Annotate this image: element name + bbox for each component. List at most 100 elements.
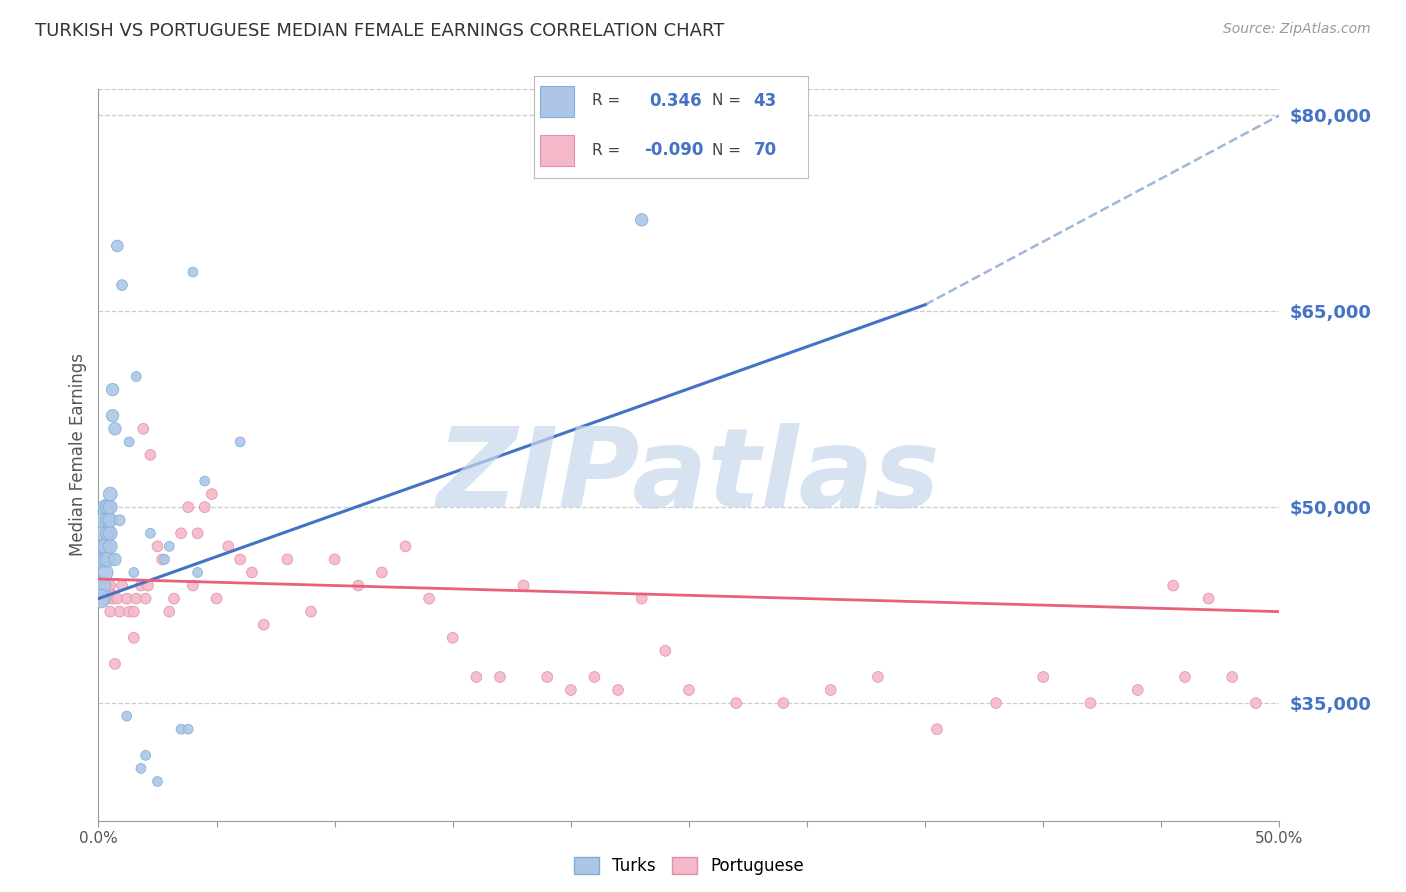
Point (925, 723, 948, 737)
Point (90, 585, 112, 599)
Point (98, 487, 121, 501)
Point (1198, 591, 1220, 606)
Point (489, 670, 512, 684)
Bar (540, 87, 574, 117)
Point (630, 591, 652, 606)
Point (94, 500, 117, 515)
Point (125, 369, 148, 384)
Point (560, 683, 582, 698)
Point (122, 605, 145, 619)
Point (98, 500, 121, 515)
Point (441, 631, 464, 645)
Point (94, 566, 117, 580)
Point (323, 552, 346, 566)
Bar (540, 136, 574, 166)
Point (122, 566, 145, 580)
Point (104, 422, 127, 436)
Point (866, 670, 889, 684)
Point (217, 539, 239, 553)
Point (347, 578, 370, 592)
Point (94, 578, 117, 592)
Point (136, 578, 159, 592)
Point (772, 696, 794, 710)
Text: Source: ZipAtlas.com: Source: ZipAtlas.com (1223, 22, 1371, 37)
Point (97, 585, 120, 599)
Point (820, 683, 842, 698)
Point (1080, 696, 1102, 710)
Point (240, 566, 263, 580)
Legend: Turks, Portuguese: Turks, Portuguese (567, 850, 811, 882)
Point (91, 539, 114, 553)
Point (139, 448, 162, 462)
Point (299, 605, 322, 619)
Point (94, 552, 117, 566)
Text: -0.090: -0.090 (644, 141, 703, 159)
Point (630, 212, 652, 227)
Point (170, 526, 193, 541)
Text: R =: R = (592, 94, 620, 109)
Point (276, 552, 298, 566)
Point (118, 605, 141, 619)
Point (135, 591, 157, 606)
Point (194, 500, 217, 515)
Point (129, 578, 152, 592)
Point (418, 591, 440, 606)
Point (187, 526, 209, 541)
Point (170, 723, 193, 737)
Point (97, 513, 120, 527)
Point (91, 513, 114, 527)
Point (97, 552, 120, 566)
Point (163, 591, 186, 606)
Point (725, 696, 748, 710)
Point (125, 591, 148, 606)
Point (1161, 578, 1184, 592)
Point (194, 474, 217, 488)
Point (157, 539, 180, 553)
Point (1244, 696, 1267, 710)
Text: TURKISH VS PORTUGUESE MEDIAN FEMALE EARNINGS CORRELATION CHART: TURKISH VS PORTUGUESE MEDIAN FEMALE EARN… (35, 22, 724, 40)
Point (157, 605, 180, 619)
Point (146, 539, 169, 553)
Point (153, 552, 176, 566)
Point (122, 631, 145, 645)
Point (108, 605, 131, 619)
Point (678, 683, 700, 698)
Point (181, 578, 204, 592)
Point (654, 644, 676, 658)
Point (94, 578, 117, 592)
Point (101, 409, 124, 423)
Point (146, 774, 169, 789)
Text: ZIPatlas: ZIPatlas (437, 424, 941, 531)
Text: 0.346: 0.346 (650, 92, 702, 110)
Point (253, 617, 276, 632)
Point (98, 526, 121, 541)
Y-axis label: Median Female Earnings: Median Female Earnings (69, 353, 87, 557)
Point (229, 552, 252, 566)
Point (132, 422, 155, 436)
Point (371, 566, 394, 580)
Point (105, 591, 128, 606)
Point (135, 748, 157, 763)
Text: R =: R = (592, 143, 620, 158)
Point (98, 578, 121, 592)
Point (536, 670, 558, 684)
Point (98, 539, 121, 553)
Point (187, 566, 209, 580)
Point (1126, 683, 1149, 698)
Point (583, 670, 606, 684)
Point (104, 657, 127, 671)
Point (201, 487, 224, 501)
Point (607, 683, 630, 698)
Point (512, 578, 534, 592)
Point (101, 383, 124, 397)
Point (205, 591, 228, 606)
Point (111, 278, 134, 293)
Point (98, 513, 121, 527)
Point (177, 500, 200, 515)
Text: 70: 70 (754, 141, 776, 159)
Point (91, 526, 114, 541)
Point (118, 434, 141, 449)
Point (150, 552, 173, 566)
Point (177, 723, 200, 737)
Point (104, 552, 127, 566)
